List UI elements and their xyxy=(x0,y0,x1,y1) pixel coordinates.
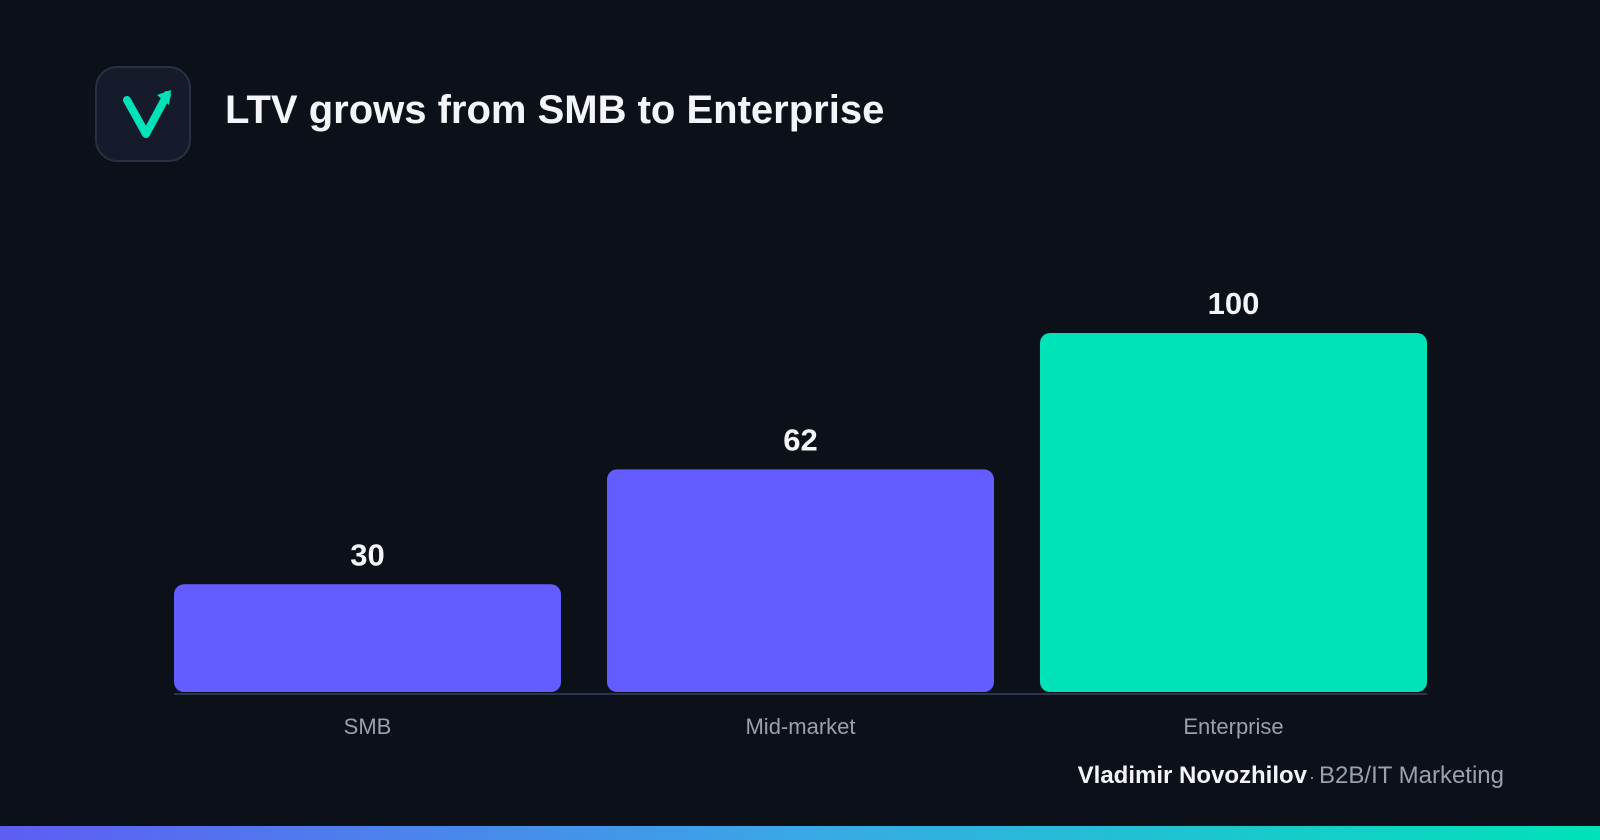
category-label-enterprise: Enterprise xyxy=(1183,714,1283,739)
author-role: B2B/IT Marketing xyxy=(1319,762,1504,789)
logo-badge xyxy=(95,66,191,162)
category-label-mid-market: Mid-market xyxy=(745,714,855,739)
bar-enterprise xyxy=(1040,333,1427,692)
page-title: LTV grows from SMB to Enterprise xyxy=(225,88,885,132)
gradient-footer-strip xyxy=(0,826,1600,840)
value-label-enterprise: 100 xyxy=(1208,286,1260,321)
footer-credit: Vladimir Novozhilov · B2B/IT Marketing xyxy=(1078,762,1504,790)
bar-smb xyxy=(174,584,561,692)
category-label-smb: SMB xyxy=(344,714,392,739)
checkmark-arrow-icon xyxy=(123,90,171,138)
bar-mid-market xyxy=(607,469,994,692)
author-name: Vladimir Novozhilov xyxy=(1077,762,1308,789)
value-label-mid-market: 62 xyxy=(783,422,817,457)
footer-separator: · xyxy=(1309,767,1316,787)
value-label-smb: 30 xyxy=(350,537,384,572)
bar-chart: 30 62 100 SMB Mid-market Enterprise xyxy=(174,286,1427,739)
